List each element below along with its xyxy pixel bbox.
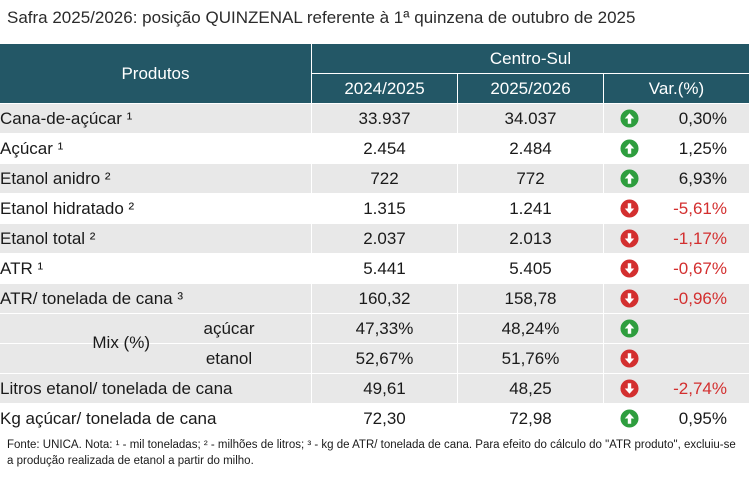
value-2025-2026: 2.484	[458, 134, 604, 164]
value-2025-2026: 72,98	[458, 404, 604, 434]
value-2025-2026: 2.013	[458, 224, 604, 254]
mix-value-2024-2025: 52,67%	[312, 344, 458, 374]
mix-sub-label: açúcar	[203, 318, 255, 338]
arrow-down-circle-icon	[620, 259, 639, 278]
row-label: ATR ¹	[0, 254, 312, 284]
arrow-up-circle-icon	[620, 139, 639, 158]
header-products: Produtos	[0, 44, 312, 104]
arrow-down-circle-icon	[620, 289, 639, 308]
arrow-up-circle-icon	[620, 409, 639, 428]
variation-value: 0,95%	[678, 408, 727, 428]
variation-cell: -1,17%	[604, 224, 750, 254]
variation-value: -2,74%	[673, 378, 727, 398]
value-2024-2025: 33.937	[312, 104, 458, 134]
mix-value-2025-2026: 48,24%	[458, 314, 604, 344]
row-label: Etanol total ²	[0, 224, 312, 254]
footnote: Fonte: UNICA. Nota: ¹ - mil toneladas; ²…	[7, 439, 736, 467]
table-row: Cana-de-açúcar ¹ 33.937 34.037 0,30%	[0, 104, 750, 134]
variation-value: 6,93%	[678, 168, 727, 188]
value-2024-2025: 5.441	[312, 254, 458, 284]
variation-cell: -5,61%	[604, 194, 750, 224]
variation-cell: 0,30%	[604, 104, 750, 134]
page-title: Safra 2025/2026: posição QUINZENAL refer…	[7, 8, 636, 27]
arrow-up-circle-icon	[620, 109, 639, 128]
variation-cell	[604, 344, 750, 374]
variation-cell: -0,96%	[604, 284, 750, 314]
row-label: Cana-de-açúcar ¹	[0, 104, 312, 134]
variation-cell	[604, 314, 750, 344]
value-2024-2025: 2.454	[312, 134, 458, 164]
value-2025-2026: 772	[458, 164, 604, 194]
row-label: Etanol hidratado ²	[0, 194, 312, 224]
header-variation: Var.(%)	[604, 74, 750, 104]
variation-cell: 0,95%	[604, 404, 750, 434]
arrow-down-circle-icon	[620, 379, 639, 398]
mix-value-2025-2026: 51,76%	[458, 344, 604, 374]
header-region: Centro-Sul	[312, 44, 750, 74]
value-2024-2025: 2.037	[312, 224, 458, 254]
variation-value: 0,30%	[678, 108, 727, 128]
arrow-down-circle-icon	[620, 349, 639, 368]
row-label: Litros etanol/ tonelada de cana	[0, 374, 312, 404]
row-label: ATR/ tonelada de cana ³	[0, 284, 312, 314]
table-row-mix: etanol 52,67% 51,76%	[0, 344, 750, 374]
value-2024-2025: 49,61	[312, 374, 458, 404]
row-label: Açúcar ¹	[0, 134, 312, 164]
production-table: Produtos Centro-Sul 2024/2025 2025/2026 …	[0, 44, 750, 434]
variation-value: -5,61%	[673, 198, 727, 218]
value-2025-2026: 1.241	[458, 194, 604, 224]
table-row: ATR ¹ 5.441 5.405 -0,67%	[0, 254, 750, 284]
table-row: Etanol total ² 2.037 2.013 -1,17%	[0, 224, 750, 254]
table-row-mix: Mix (%) açúcar 47,33% 48,24%	[0, 314, 750, 352]
arrow-up-circle-icon	[620, 319, 639, 338]
value-2024-2025: 160,32	[312, 284, 458, 314]
variation-value: -0,96%	[673, 288, 727, 308]
mix-value-2024-2025: 47,33%	[312, 314, 458, 344]
table-row: Etanol anidro ² 722 772 6,93%	[0, 164, 750, 194]
table-row: ATR/ tonelada de cana ³ 160,32 158,78 -0,96…	[0, 284, 750, 314]
value-2024-2025: 72,30	[312, 404, 458, 434]
variation-value: 1,25%	[678, 138, 727, 158]
table-row: Kg açúcar/ tonelada de cana 72,30 72,98 0,9…	[0, 404, 750, 434]
table-row: Açúcar ¹ 2.454 2.484 1,25%	[0, 134, 750, 164]
header-year-2025-2026: 2025/2026	[458, 74, 604, 104]
table-row: Etanol hidratado ² 1.315 1.241 -5,61%	[0, 194, 750, 224]
arrow-down-circle-icon	[620, 199, 639, 218]
value-2024-2025: 1.315	[312, 194, 458, 224]
mix-label: Mix (%)	[92, 332, 150, 352]
row-label: Kg açúcar/ tonelada de cana	[0, 404, 312, 434]
value-2025-2026: 48,25	[458, 374, 604, 404]
variation-cell: -0,67%	[604, 254, 750, 284]
value-2025-2026: 34.037	[458, 104, 604, 134]
variation-cell: 1,25%	[604, 134, 750, 164]
header-year-2024-2025: 2024/2025	[312, 74, 458, 104]
variation-value: -0,67%	[673, 258, 727, 278]
mix-sub-label: etanol	[205, 348, 253, 368]
variation-value: -1,17%	[673, 228, 727, 248]
variation-cell: 6,93%	[604, 164, 750, 194]
row-label: Etanol anidro ²	[0, 164, 312, 194]
mix-label-cell: Mix (%) açúcar	[0, 314, 312, 352]
arrow-up-circle-icon	[620, 169, 639, 188]
value-2025-2026: 5.405	[458, 254, 604, 284]
arrow-down-circle-icon	[620, 229, 639, 248]
value-2024-2025: 722	[312, 164, 458, 194]
mix-label-cell: etanol	[0, 344, 312, 374]
table-row: Litros etanol/ tonelada de cana 49,61 48,2…	[0, 374, 750, 404]
value-2025-2026: 158,78	[458, 284, 604, 314]
variation-cell: -2,74%	[604, 374, 750, 404]
